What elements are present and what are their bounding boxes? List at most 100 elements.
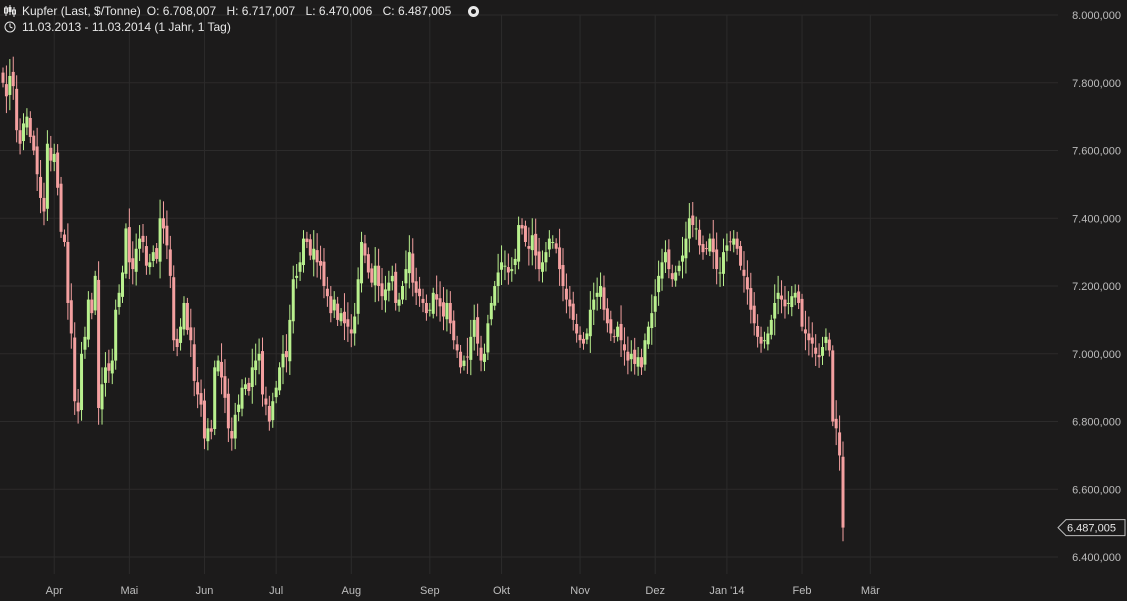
ohlc-values: O: 6.708,007 H: 6.717,007 L: 6.470,006 C… bbox=[147, 3, 459, 19]
x-tick-label: Jul bbox=[269, 585, 283, 597]
candle-body bbox=[486, 323, 490, 353]
candle bbox=[8, 59, 12, 111]
candle bbox=[114, 299, 118, 370]
candle bbox=[168, 235, 172, 289]
candle-body bbox=[581, 338, 585, 344]
candle bbox=[86, 291, 90, 348]
candle bbox=[383, 275, 387, 313]
header-row-instrument: Kupfer (Last, $/Tonne) O: 6.708,007 H: 6… bbox=[4, 3, 480, 19]
candle-body bbox=[513, 258, 517, 266]
y-tick-label: 6.800,000 bbox=[1072, 417, 1121, 429]
candle bbox=[489, 296, 493, 326]
candle-body bbox=[315, 250, 319, 263]
candle bbox=[568, 286, 572, 319]
candle bbox=[397, 292, 401, 312]
candle-body bbox=[629, 353, 633, 360]
candle bbox=[394, 263, 398, 311]
candle-body bbox=[390, 275, 394, 282]
candle bbox=[663, 240, 667, 273]
candle bbox=[756, 314, 760, 348]
clock-icon bbox=[4, 21, 16, 33]
candle bbox=[421, 288, 425, 313]
open-value: O: 6.708,007 bbox=[146, 4, 217, 18]
candle-body bbox=[134, 248, 138, 272]
candle bbox=[264, 386, 268, 416]
candle-body bbox=[254, 360, 258, 371]
candle bbox=[370, 263, 374, 288]
candle bbox=[175, 328, 179, 357]
candle-body bbox=[530, 235, 534, 251]
last-price-label: 6.487,005 bbox=[1067, 523, 1116, 535]
candle-body bbox=[749, 288, 753, 310]
candle-body bbox=[766, 333, 770, 345]
candle-body bbox=[131, 258, 135, 270]
candle bbox=[373, 247, 377, 303]
y-tick-label: 7.400,000 bbox=[1072, 213, 1121, 225]
candle bbox=[520, 218, 524, 235]
candle-body bbox=[141, 235, 145, 242]
candle-body bbox=[704, 248, 708, 250]
candle bbox=[588, 291, 592, 353]
candle-body bbox=[745, 277, 749, 290]
candle bbox=[4, 65, 8, 114]
candle bbox=[691, 202, 695, 238]
candle bbox=[619, 305, 623, 358]
candle bbox=[291, 265, 295, 334]
candle bbox=[455, 335, 459, 359]
candle bbox=[202, 388, 206, 450]
candle-body bbox=[469, 336, 473, 360]
candle-body bbox=[319, 260, 323, 266]
candle-body bbox=[711, 238, 715, 253]
candle-body bbox=[571, 303, 575, 320]
candle-body bbox=[165, 225, 169, 246]
candle-body bbox=[592, 299, 596, 310]
candle bbox=[45, 130, 49, 221]
candle-body bbox=[445, 302, 449, 320]
candle bbox=[817, 343, 821, 368]
candle-body bbox=[554, 243, 558, 249]
candle-body bbox=[322, 261, 326, 287]
candle bbox=[684, 221, 688, 274]
candle-body bbox=[418, 288, 422, 297]
candle-body bbox=[158, 218, 162, 262]
x-tick-label: Dez bbox=[645, 585, 665, 597]
candle bbox=[547, 230, 551, 258]
settings-circle-icon[interactable] bbox=[468, 5, 480, 17]
candle-body bbox=[274, 387, 278, 398]
candle bbox=[653, 279, 657, 328]
candle-body bbox=[213, 367, 217, 429]
candle bbox=[605, 298, 609, 333]
candle bbox=[438, 281, 442, 322]
candle-body bbox=[633, 349, 637, 364]
candle-body bbox=[472, 319, 476, 337]
candle bbox=[643, 333, 647, 371]
candle bbox=[441, 287, 445, 331]
candle-body bbox=[168, 249, 172, 276]
candle bbox=[305, 231, 309, 249]
candle-body bbox=[52, 153, 56, 163]
candle-body bbox=[831, 350, 835, 422]
candle-body bbox=[356, 279, 360, 314]
candle-body bbox=[342, 311, 346, 324]
candle bbox=[336, 296, 340, 327]
candle bbox=[209, 419, 213, 440]
candle-body bbox=[172, 277, 176, 341]
candles bbox=[1, 56, 845, 542]
candle-body bbox=[605, 308, 609, 324]
candle-body bbox=[151, 252, 155, 261]
candle bbox=[250, 348, 254, 404]
candle bbox=[226, 378, 230, 443]
candle bbox=[39, 160, 43, 214]
candle bbox=[476, 303, 480, 356]
candle-body bbox=[653, 296, 657, 312]
candle-body bbox=[366, 254, 370, 273]
candle-body bbox=[103, 367, 107, 383]
candle-body bbox=[452, 320, 456, 341]
candle bbox=[824, 328, 828, 351]
candle bbox=[267, 395, 271, 431]
candle-body bbox=[496, 272, 500, 287]
candle bbox=[141, 224, 145, 253]
candle bbox=[739, 240, 743, 271]
candle-body bbox=[708, 238, 712, 252]
